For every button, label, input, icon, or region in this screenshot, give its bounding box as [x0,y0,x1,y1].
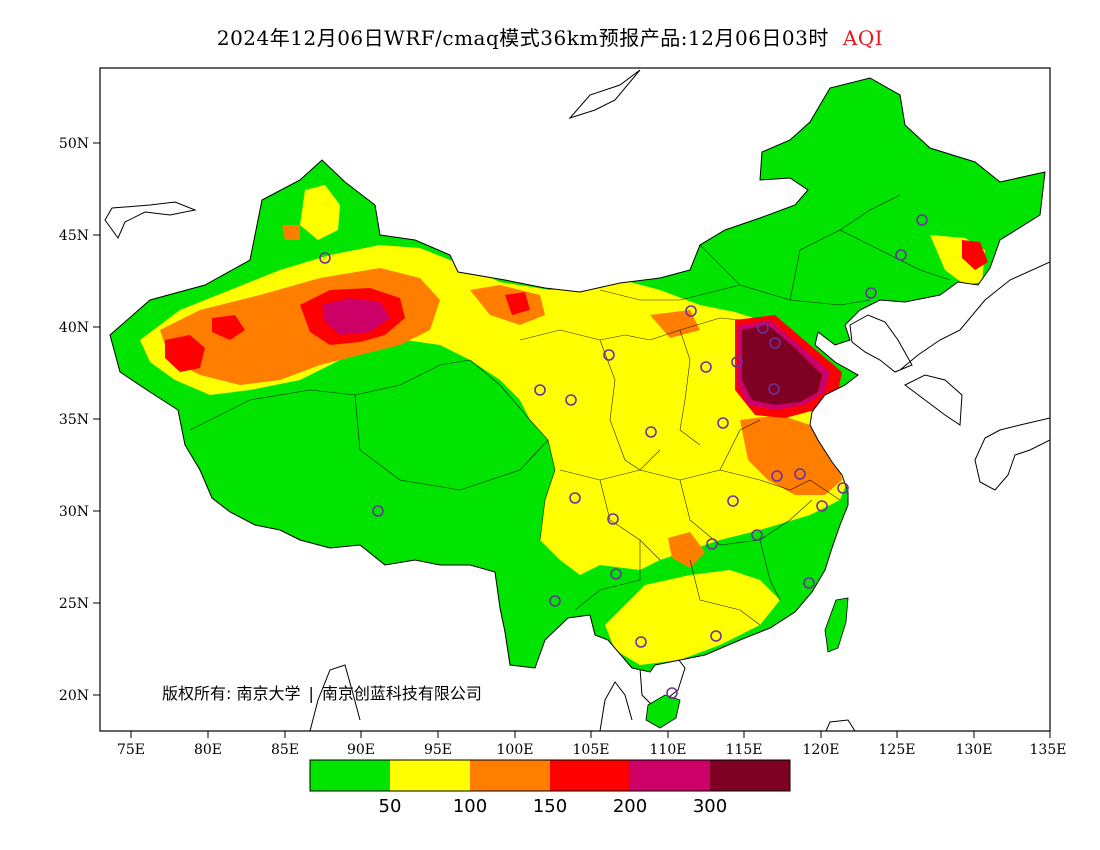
lon-tick-label: 85E [271,742,299,758]
neighbour-coastlines [104,69,1050,731]
lon-tick-label: 80E [194,742,222,758]
legend-label: 300 [693,796,727,817]
aqi-legend: 50 100 150 200 300 [309,759,791,817]
lat-tick-label: 35N [59,412,89,428]
lon-tick-label: 115E [726,742,763,758]
lat-tick-label: 20N [59,688,89,704]
lon-tick-label: 100E [497,742,534,758]
legend-swatch [390,760,470,791]
legend-swatch [310,760,390,791]
legend-label: 50 [379,796,402,817]
lon-tick-label: 90E [347,742,375,758]
lon-tick-label: 75E [117,742,145,758]
legend-swatch [630,760,710,791]
legend-swatch [550,760,630,791]
latitude-axis: 50N 45N 40N 35N 30N 25N 20N [59,136,100,704]
map-title: 2024年12月06日WRF/cmaq模式36km预报产品:12月06日03时 A… [0,22,1100,51]
lon-tick-label: 120E [803,742,840,758]
lat-tick-label: 40N [59,320,89,336]
lon-tick-label: 125E [879,742,916,758]
legend-label: 150 [533,796,567,817]
legend-swatch [710,760,790,791]
lat-tick-label: 25N [59,596,89,612]
map-canvas [104,69,1050,731]
lon-tick-label: 95E [424,742,452,758]
hainan-island [645,694,681,729]
aqi-field [110,78,1045,672]
copyright-owner-label: 版权所有: [162,684,232,703]
map-frame [99,67,1051,732]
longitude-axis: 75E 80E 85E 90E 95E 100E 105E 110E 115E … [117,731,1067,758]
lat-tick-label: 50N [59,136,89,152]
taiwan-island [824,597,849,653]
copyright-company: 南京创蓝科技有限公司 [321,684,482,703]
title-variable: AQI [842,26,884,50]
title-text: 2024年12月06日WRF/cmaq模式36km预报产品:12月06日03时 [216,26,829,50]
lon-tick-label: 105E [573,742,610,758]
china-border [109,77,1046,673]
legend-swatch [470,760,550,791]
lon-tick-label: 130E [956,742,993,758]
legend-label: 100 [453,796,487,817]
lon-tick-label: 110E [650,742,687,758]
legend-label: 200 [613,796,647,817]
copyright-separator: | [308,684,314,703]
lat-tick-label: 45N [59,228,89,244]
copyright-university: 南京大学 [236,684,301,703]
lat-tick-label: 30N [59,504,89,520]
station-markers [319,214,928,699]
lon-tick-label: 135E [1030,742,1067,758]
copyright-notice: 版权所有: 南京大学 | 南京创蓝科技有限公司 [162,680,482,704]
